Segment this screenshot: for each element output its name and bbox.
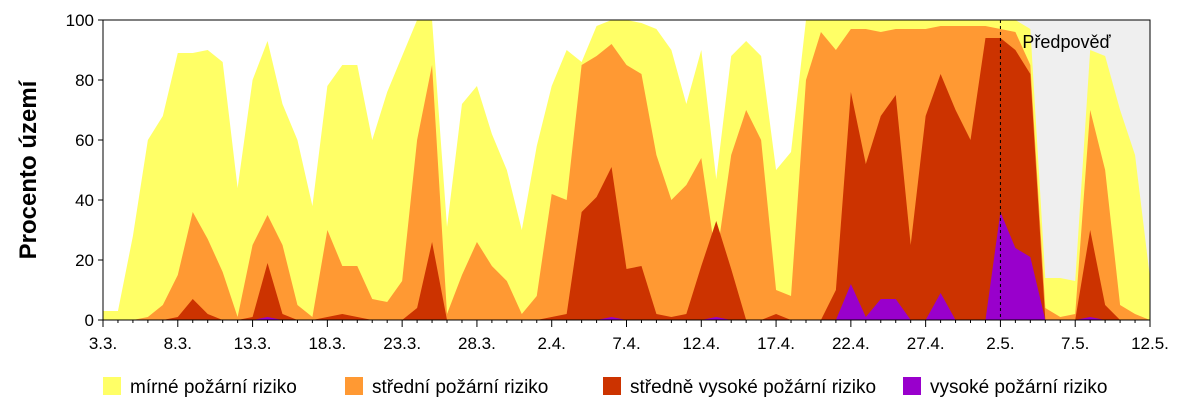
legend-swatch-4 [903,377,921,395]
legend: mírné požární riziko střední požární rizi… [103,377,1107,398]
legend-label-1: mírné požární riziko [130,377,297,398]
y-tick-label: 80 [75,71,94,90]
x-tick-label: 13.3. [234,334,272,353]
y-tick-label: 60 [75,131,94,150]
legend-swatch-1 [103,377,121,395]
x-tick-label: 3.3. [89,334,117,353]
x-tick-label: 7.4. [612,334,640,353]
x-tick-label: 12.4. [682,334,720,353]
x-tick-label: 8.3. [164,334,192,353]
axes: 0 20 40 60 80 100 3.3. 8.3. 13.3. 18.3. 23.3. 28.3.… [66,11,1169,353]
x-tick-label: 7.5. [1061,334,1089,353]
x-tick-label: 17.4. [757,334,795,353]
y-axis-title: Procento území [15,79,42,259]
series-area-3 [103,38,1150,320]
x-tick-label: 2.5. [986,334,1014,353]
plot-area: Předpověď [103,20,1150,320]
x-tick-label: 27.4. [907,334,945,353]
forecast-label: Předpověď [1022,32,1111,52]
y-tick-label: 20 [75,251,94,270]
x-tick-label: 2.4. [538,334,566,353]
legend-swatch-2 [345,377,363,395]
y-tick-label: 100 [66,11,94,30]
legend-label-3: středně vysoké požární riziko [630,377,876,398]
x-tick-label: 23.3. [383,334,421,353]
x-tick-label: 22.4. [832,334,870,353]
legend-swatch-3 [603,377,621,395]
legend-label-4: vysoké požární riziko [930,377,1107,398]
x-tick-label: 18.3. [308,334,346,353]
x-tick-label: 28.3. [458,334,496,353]
y-tick-label: 40 [75,191,94,210]
y-tick-label: 0 [85,311,94,330]
legend-label-2: střední požární riziko [372,377,548,398]
x-tick-label: 12.5. [1131,334,1169,353]
